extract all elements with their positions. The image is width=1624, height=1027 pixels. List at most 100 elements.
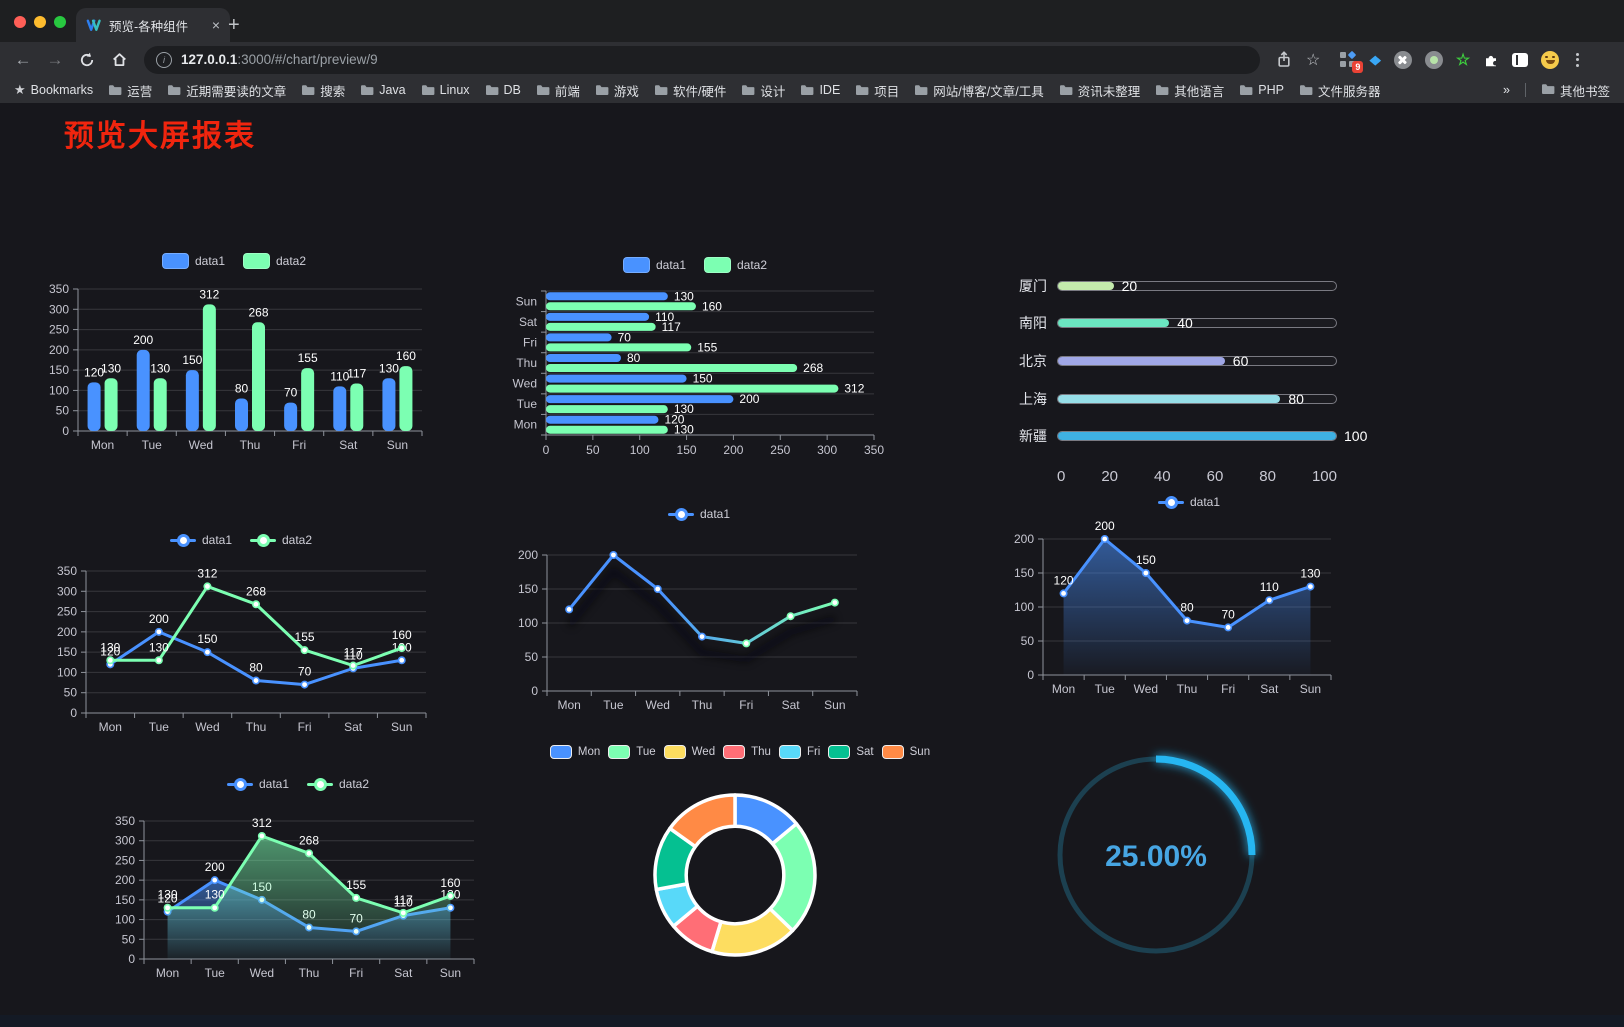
new-tab-button[interactable]: + [228, 14, 240, 36]
zoom-window-button[interactable] [54, 16, 66, 28]
browser-menu-button[interactable] [1572, 52, 1583, 67]
legend-item[interactable]: data2 [704, 257, 767, 273]
legend-marker [622, 257, 650, 273]
home-button[interactable] [106, 47, 132, 73]
extension-grid-icon[interactable]: 9 [1340, 50, 1364, 73]
legend-item[interactable]: data2 [243, 253, 306, 269]
legend-item[interactable]: data1 [622, 257, 686, 273]
site-info-icon[interactable]: i [156, 51, 172, 68]
bookmark-item[interactable]: 软件/硬件 [654, 81, 726, 100]
legend-marker [828, 745, 851, 759]
legend-item[interactable]: data2 [250, 533, 312, 547]
chart-percent-gauge[interactable]: 25.00% [1048, 743, 1268, 969]
svg-text:Fri: Fri [349, 966, 363, 980]
bookmark-item[interactable]: 近期需要读的文章 [167, 81, 286, 100]
bookmark-item[interactable]: 设计 [741, 81, 785, 100]
folder-icon [742, 85, 755, 95]
legend-item[interactable]: data1 [667, 507, 730, 521]
legend-item[interactable]: data2 [307, 777, 369, 791]
back-button[interactable]: ← [14, 49, 32, 69]
reload-button[interactable] [74, 47, 100, 73]
svg-text:110: 110 [1260, 580, 1279, 594]
folder-icon [485, 85, 498, 95]
bookmark-star-icon[interactable]: ☆ [1306, 51, 1321, 69]
chart-two-line[interactable]: data1 data2 0 50 100 150 200 250 300 350 Mon Tue Wed… [42, 525, 440, 763]
minimize-window-button[interactable] [34, 16, 46, 28]
chart-gradient-line[interactable]: data1 0 50 100 150 200 Mon Tue Wed Thu Fri Sat Sun [503, 499, 895, 737]
legend-item[interactable]: data1 [161, 253, 225, 269]
url-bar[interactable]: i 127.0.0.1:3000/#/chart/preview/9 [144, 45, 1260, 74]
svg-text:Fri: Fri [1221, 682, 1235, 696]
svg-text:350: 350 [864, 443, 884, 457]
share-icon[interactable] [1276, 51, 1292, 68]
chart-grouped-bar[interactable]: data1 data2 0 50 100 150 200 250 300 350 Mon Tue Wed… [34, 245, 434, 475]
legend-label: data1 [194, 254, 225, 268]
progress-row[interactable]: 厦门 20 [995, 267, 1337, 305]
chart-week-donut[interactable]: Mon Tue Wed Thu Fri Sat Sun [548, 737, 932, 983]
emoji-extension-icon[interactable] [1541, 50, 1560, 69]
puzzle-extensions-icon[interactable] [1483, 52, 1499, 68]
browser-tab[interactable]: 预览-各种组件 × [76, 8, 230, 42]
svg-text:Sun: Sun [391, 720, 412, 734]
bookmark-item[interactable]: 文件服务器 [1299, 81, 1381, 100]
bookmark-item[interactable]: Java [360, 81, 406, 100]
legend-item[interactable]: Sun [881, 745, 930, 759]
legend-label: Mon [577, 746, 601, 758]
progress-row[interactable]: 北京 60 [995, 342, 1337, 380]
bookmark-item[interactable]: Linux [421, 81, 470, 100]
svg-text:Sun: Sun [1300, 682, 1321, 696]
progress-row[interactable]: 新疆 100 [995, 417, 1367, 455]
xpath-star-icon[interactable]: ☆ [1455, 51, 1471, 69]
bookmark-item[interactable]: 项目 [855, 81, 899, 100]
chart-city-progress[interactable]: 厦门 20 南阳 40 北京 60 上海 80 新疆 100 0 20 40 60 80 100 [985, 253, 1377, 485]
recorder-extension-icon[interactable] [1424, 50, 1443, 69]
bookmark-item[interactable]: 运营 [108, 81, 152, 100]
svg-text:250: 250 [770, 443, 790, 457]
progress-label: 南阳 [1019, 315, 1047, 332]
tab-close-button[interactable]: × [211, 17, 220, 33]
legend-label: data2 [737, 258, 768, 272]
chart-grouped-hbar[interactable]: data1 data2 0 50 100 150 200 250 300 350 Sun 130 160… [498, 249, 892, 475]
legend-item[interactable]: Tue [608, 745, 656, 759]
bookmark-item[interactable]: 资讯未整理 [1059, 81, 1140, 100]
svg-text:268: 268 [248, 305, 268, 319]
legend-item[interactable]: Sat [828, 745, 874, 759]
legend-item[interactable]: Fri [778, 745, 820, 759]
legend-item[interactable]: data1 [169, 533, 232, 547]
bookmarks-overflow-button[interactable]: » [1503, 83, 1510, 97]
forward-button[interactable]: → [46, 49, 64, 69]
legend-item[interactable]: data1 [1157, 495, 1220, 509]
chart-area-line[interactable]: data1 0 50 100 150 200 Mon Tue Wed Thu Fri Sat Sun 12… [995, 487, 1383, 721]
svg-text:268: 268 [246, 584, 266, 598]
folder-icon [856, 85, 869, 95]
bookmark-item[interactable]: IDE [800, 81, 840, 100]
bookmark-item[interactable]: 前端 [536, 81, 580, 100]
legend-item[interactable]: data1 [226, 777, 289, 791]
svg-text:Fri: Fri [739, 698, 753, 712]
bookmark-item[interactable]: DB [485, 81, 521, 100]
svg-text:Sat: Sat [344, 720, 363, 734]
bookmark-item[interactable]: 游戏 [595, 81, 639, 100]
extension-circle-icon[interactable] [1393, 50, 1412, 69]
legend-label: data1 [201, 533, 232, 547]
svg-text:50: 50 [64, 686, 78, 700]
svg-text:268: 268 [803, 361, 823, 375]
bookmark-item[interactable]: 网站/博客/文章/工具 [914, 81, 1044, 100]
other-bookmarks-button[interactable]: 其他书签 [1541, 81, 1610, 100]
side-panel-icon[interactable] [1512, 52, 1529, 67]
devtools-gem-icon[interactable]: ◆ [1369, 52, 1381, 68]
chart-two-area-line[interactable]: data1 data2 0 50 100 150 200 250 300 350 Mon Tue Wed… [98, 769, 498, 1011]
legend-item[interactable]: Thu [723, 745, 771, 759]
legend-item[interactable]: Mon [549, 745, 601, 759]
progress-row[interactable]: 南阳 40 [995, 305, 1337, 343]
bookmark-item[interactable]: 搜索 [301, 81, 345, 100]
bookmarks-root[interactable]: ★ Bookmarks [14, 82, 93, 98]
bookmark-label: 文件服务器 [1317, 84, 1381, 99]
svg-text:Tue: Tue [149, 720, 170, 734]
bookmark-item[interactable]: 其他语言 [1155, 81, 1224, 100]
close-window-button[interactable] [14, 16, 26, 28]
bookmark-label: 前端 [554, 84, 580, 99]
bookmark-item[interactable]: PHP [1239, 81, 1284, 100]
progress-row[interactable]: 上海 80 [995, 380, 1337, 418]
legend-item[interactable]: Wed [663, 745, 715, 759]
